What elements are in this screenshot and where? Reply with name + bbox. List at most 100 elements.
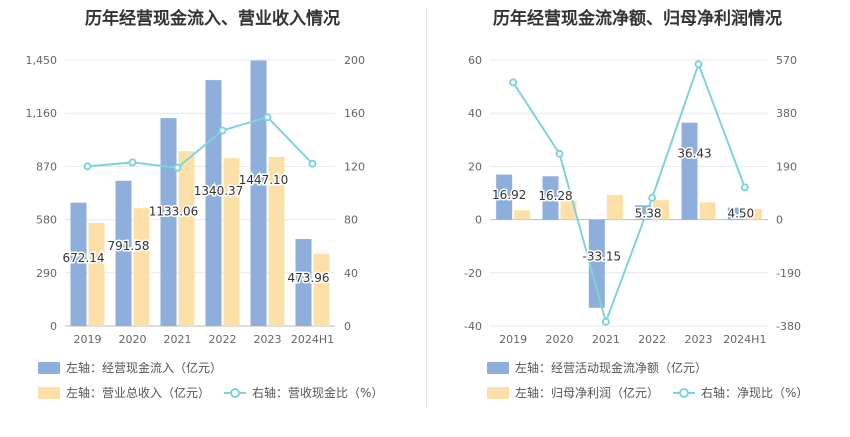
- x-tick-label: 2022: [209, 333, 237, 346]
- legend-row: 左轴：营业总收入（亿元） 右轴：营收现金比（%）: [38, 384, 397, 401]
- chart-panel-right: 历年经营现金流净额、归母净利润情况 -40 -20 0 20 40 60 -380 -190 0…: [425, 0, 850, 437]
- y-left-tick-label: -40: [464, 320, 482, 333]
- y-right-tick-label: 80: [344, 214, 358, 227]
- bar: [560, 200, 577, 220]
- bar: [205, 80, 222, 326]
- legend-label: 左轴：经营活动现金流净额（亿元）: [515, 361, 708, 375]
- chart-svg: -40 -20 0 20 40 60 -380 -190 0 190 380 570 2019 2020 2…: [464, 54, 801, 346]
- x-tick-label: 2019: [499, 333, 527, 346]
- legend-swatch: [38, 361, 60, 374]
- bar: [268, 156, 285, 326]
- data-label: 1133.06: [149, 205, 199, 219]
- y-right-tick-label: 0: [344, 320, 351, 333]
- bar: [295, 239, 312, 326]
- chart-title: 历年经营现金流净额、归母净利润情况: [493, 9, 782, 29]
- chart-svg: 0 290 580 870 1,160 1,450 0 40 80 120 160 200 2019 20…: [26, 54, 366, 346]
- y-left-tick-label: 0: [475, 214, 482, 227]
- y-right-tick-label: 160: [344, 107, 365, 120]
- data-label: 5.38: [635, 207, 662, 221]
- data-label: 16.28: [538, 189, 572, 203]
- x-tick-label: 2024H1: [291, 333, 334, 346]
- y-right-tick-label: 200: [344, 54, 365, 67]
- y-right-tick-label: 120: [344, 160, 365, 173]
- line-point: [648, 193, 657, 202]
- bar: [160, 118, 177, 327]
- line-point: [128, 158, 137, 167]
- series-line: [512, 61, 746, 326]
- series-line: [87, 116, 314, 169]
- y-left-tick-label: 290: [36, 267, 57, 280]
- legend-item-net-profit[interactable]: 左轴：归母净利润（亿元）: [487, 384, 659, 401]
- bar: [313, 253, 330, 326]
- data-label: 791.58: [108, 239, 150, 253]
- legend-line-swatch: [224, 387, 247, 399]
- bar: [542, 176, 559, 220]
- bar: [727, 207, 744, 220]
- legend-item-net-ratio[interactable]: 右轴：净现比（%）: [673, 384, 808, 401]
- y-right-tick-label: 190: [776, 160, 797, 173]
- legend-item-revenue[interactable]: 左轴：营业总收入（亿元）: [38, 384, 210, 401]
- legend-item-ratio[interactable]: 右轴：营收现金比（%）: [224, 384, 383, 401]
- line-point: [218, 126, 227, 135]
- legend-item-net-cash[interactable]: 左轴：经营活动现金流净额（亿元）: [487, 359, 707, 376]
- line-point: [694, 60, 703, 69]
- y-left-tick-label: 40: [468, 107, 482, 120]
- bar: [681, 122, 698, 220]
- y-left-tick-label: -20: [464, 267, 482, 280]
- line-point: [173, 163, 182, 172]
- x-tick-label: 2021: [164, 333, 192, 346]
- x-tick-label: 2020: [546, 333, 574, 346]
- y-left-tick-label: 870: [36, 160, 57, 173]
- data-label: -33.15: [582, 250, 621, 264]
- bar: [178, 151, 195, 326]
- x-tick-label: 2023: [254, 333, 282, 346]
- chart-title: 历年经营现金流入、营业收入情况: [85, 9, 340, 29]
- legend-line-swatch: [673, 387, 696, 399]
- legend-row: 左轴：归母净利润（亿元） 右轴：净现比（%）: [487, 384, 822, 401]
- legend-row: 左轴：经营活动现金流净额（亿元）: [487, 359, 721, 376]
- bar: [653, 200, 670, 220]
- legend-swatch: [487, 386, 509, 399]
- bar: [606, 194, 623, 220]
- chart-panel-left: 历年经营现金流入、营业收入情况 0 290 580 870 1,160 1,450 0 40 8…: [26, 9, 397, 401]
- legend-label: 左轴：营业总收入（亿元）: [66, 386, 211, 400]
- line-point: [509, 78, 518, 87]
- y-right-tick-label: 0: [776, 214, 783, 227]
- legend-item-cash-inflow[interactable]: 左轴：经营现金流入（亿元）: [38, 359, 222, 376]
- legend-label: 右轴：营收现金比（%）: [252, 386, 384, 400]
- y-right-tick-label: 380: [776, 107, 797, 120]
- legend-label: 右轴：净现比（%）: [701, 386, 809, 400]
- bar: [115, 180, 132, 326]
- y-left-tick-label: 60: [468, 54, 482, 67]
- line-point: [740, 183, 749, 192]
- y-right-tick-label: 570: [776, 54, 797, 67]
- y-right-tick-label: 40: [344, 267, 358, 280]
- bar: [745, 208, 762, 220]
- bar: [514, 210, 531, 220]
- y-left-tick-label: 0: [50, 320, 57, 333]
- bar: [699, 202, 716, 220]
- legend-label: 左轴：归母净利润（亿元）: [515, 386, 660, 400]
- legend-swatch: [487, 361, 509, 374]
- y-left-tick-label: 20: [468, 160, 482, 173]
- line-point: [83, 162, 92, 171]
- bar: [223, 158, 240, 326]
- x-tick-label: 2020: [119, 333, 147, 346]
- line-point: [555, 149, 564, 158]
- legend-label: 左轴：经营现金流入（亿元）: [66, 361, 223, 375]
- legend-row: 左轴：经营现金流入（亿元）: [38, 359, 236, 376]
- x-tick-label: 2019: [74, 333, 102, 346]
- line-point: [263, 113, 272, 122]
- bar: [250, 60, 267, 326]
- data-label: 1340.37: [194, 184, 244, 198]
- y-right-tick-label: -190: [776, 267, 801, 280]
- x-tick-label: 2024H1: [723, 333, 766, 346]
- data-label: 1447.10: [239, 173, 289, 187]
- bar: [588, 219, 605, 308]
- bar: [70, 202, 87, 326]
- data-label: 473.96: [288, 271, 330, 285]
- x-tick-label: 2022: [638, 333, 666, 346]
- bar: [88, 222, 105, 326]
- y-left-tick-label: 1,160: [26, 107, 58, 120]
- legend-swatch: [38, 386, 60, 399]
